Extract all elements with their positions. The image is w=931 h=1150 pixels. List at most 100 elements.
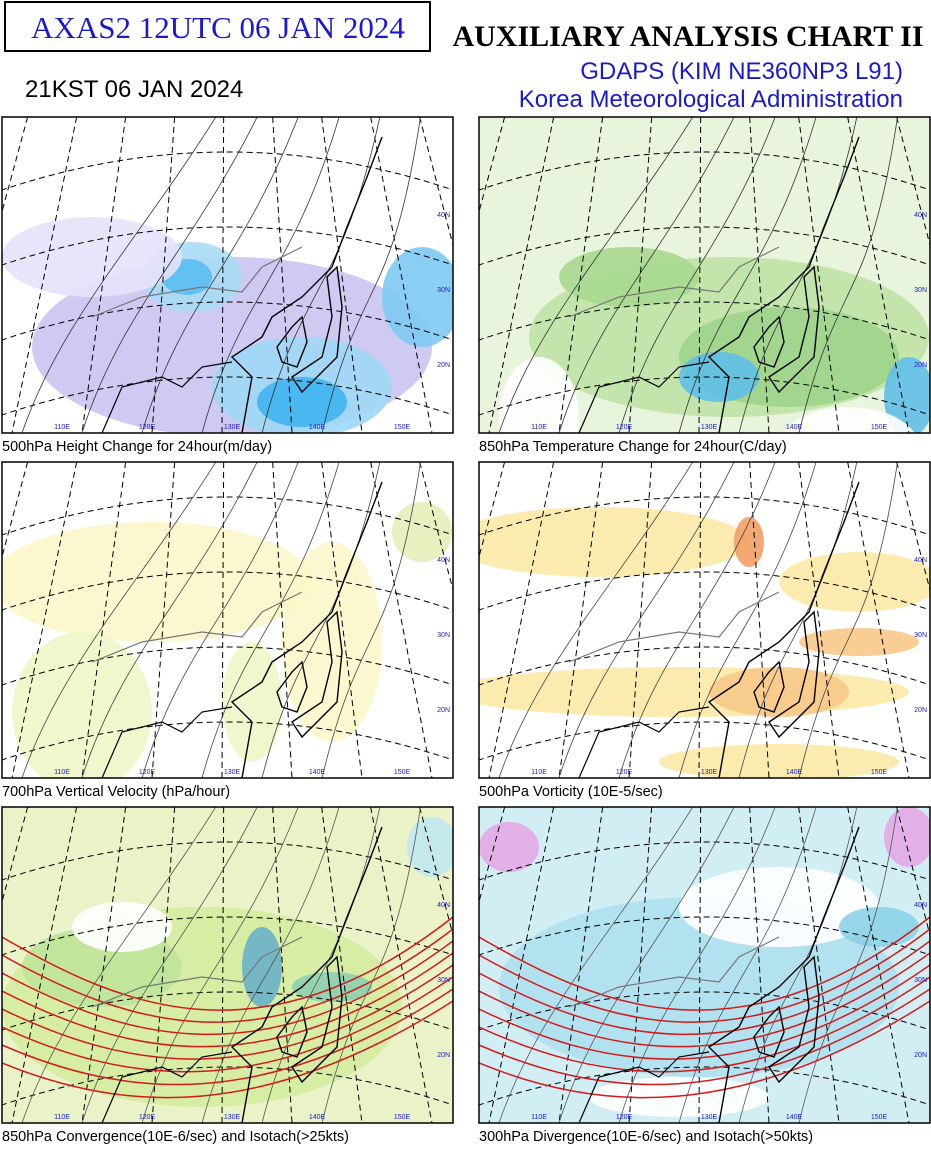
shaded-area [589, 1077, 769, 1117]
longitude-line [11, 462, 78, 778]
latitude-label: 40N [437, 557, 450, 564]
latitude-line [479, 376, 930, 416]
contour [618, 117, 776, 433]
latitude-label: 20N [914, 707, 927, 714]
longitude-line [896, 462, 930, 592]
contour [558, 462, 735, 778]
longitude-line [479, 117, 506, 214]
map-content: 40N30N20N10N110E120E130E140E150E [2, 807, 453, 1123]
coastline [101, 706, 233, 778]
panel-caption: 500hPa Height Change for 24hour(m/day) [2, 439, 272, 455]
longitude-line [419, 117, 453, 247]
local-time: 21KST 06 JAN 2024 [25, 76, 243, 103]
latitude-label: 40N [437, 902, 450, 909]
coastline [707, 481, 860, 778]
panel-border [478, 116, 931, 434]
latitude-line [2, 496, 453, 536]
border-line [91, 936, 303, 1008]
contour [498, 117, 694, 433]
longitude-line [896, 117, 930, 247]
latitude-label: 20N [914, 362, 927, 369]
contour [141, 117, 299, 433]
contour [798, 117, 898, 433]
latitude-line [479, 571, 930, 611]
contour [498, 462, 694, 778]
coastline [578, 361, 710, 433]
latitude-line [2, 151, 453, 191]
longitude-line [2, 462, 29, 559]
shaded-area [12, 632, 152, 778]
shaded-area [839, 907, 919, 947]
contour [678, 807, 817, 1123]
isotach [2, 1000, 453, 1099]
longitude-line [221, 462, 225, 778]
contour [498, 807, 694, 1123]
longitude-line [698, 462, 702, 778]
longitude-label: 140E [786, 1114, 803, 1121]
coastline [101, 361, 233, 433]
shaded-area [382, 247, 453, 347]
isotach [2, 976, 453, 1073]
isotach [479, 952, 930, 1048]
coastline [230, 481, 383, 778]
coastline [276, 315, 308, 368]
contour [141, 462, 299, 778]
coastline [291, 955, 343, 1084]
contour [321, 117, 421, 433]
longitude-label: 150E [394, 1114, 411, 1121]
isotach [479, 928, 930, 1023]
isotach [479, 1000, 930, 1099]
map-panel: 40N30N20N10N110E120E130E140E150E850hPa C… [1, 806, 454, 1145]
latitude-line [479, 721, 930, 761]
latitude-label: 30N [437, 977, 450, 984]
longitude-line [488, 117, 555, 433]
longitude-label: 110E [54, 1114, 70, 1121]
latitude-line [2, 721, 453, 761]
coastline [768, 265, 820, 394]
longitude-label: 120E [616, 769, 633, 776]
chart-title: AUXILIARY ANALYSIS CHART II [452, 20, 923, 53]
latitude-line [2, 1066, 453, 1106]
longitude-line [798, 117, 840, 433]
longitude-line [419, 807, 453, 937]
longitude-label: 110E [54, 769, 70, 776]
longitude-line [558, 462, 604, 778]
longitude-line [628, 462, 653, 778]
latitude-line [2, 841, 453, 881]
longitude-line [488, 462, 555, 778]
shaded-area [559, 247, 699, 307]
map-content: 40N30N20N10N110E120E130E140E150E [479, 807, 930, 1123]
longitude-label: 130E [701, 1114, 718, 1121]
shaded-area [282, 542, 382, 742]
coastline [578, 1051, 710, 1123]
contour [21, 462, 217, 778]
latitude-label: 30N [914, 287, 927, 294]
longitude-label: 150E [871, 1114, 888, 1121]
shaded-area [734, 517, 764, 567]
map-panel: 40N30N20N10N110E120E130E140E150E300hPa D… [478, 806, 931, 1145]
latitude-label: 30N [437, 287, 450, 294]
longitude-label: 110E [54, 424, 70, 431]
map-panel: 40N30N20N10N110E120E130E140E150E700hPa V… [1, 461, 454, 800]
agency: Korea Meteorological Administration [519, 86, 903, 113]
shaded-area [479, 822, 539, 872]
isotach [479, 940, 930, 1036]
panel-border [1, 461, 454, 779]
isotach [2, 916, 453, 1011]
longitude-line [321, 462, 363, 778]
longitude-label: 150E [871, 424, 888, 431]
contour [261, 807, 381, 1123]
longitude-label: 150E [394, 769, 411, 776]
longitude-line [798, 462, 840, 778]
latitude-line [2, 916, 453, 956]
panel-border [478, 461, 931, 779]
longitude-label: 140E [309, 769, 326, 776]
panel-caption: 850hPa Convergence(10E-6/sec) and Isotac… [2, 1129, 349, 1145]
longitude-line [2, 807, 29, 904]
longitude-label: 120E [616, 424, 633, 431]
coastline [768, 610, 820, 739]
contour [141, 807, 299, 1123]
shaded-area [799, 628, 919, 656]
longitude-label: 130E [224, 1114, 241, 1121]
